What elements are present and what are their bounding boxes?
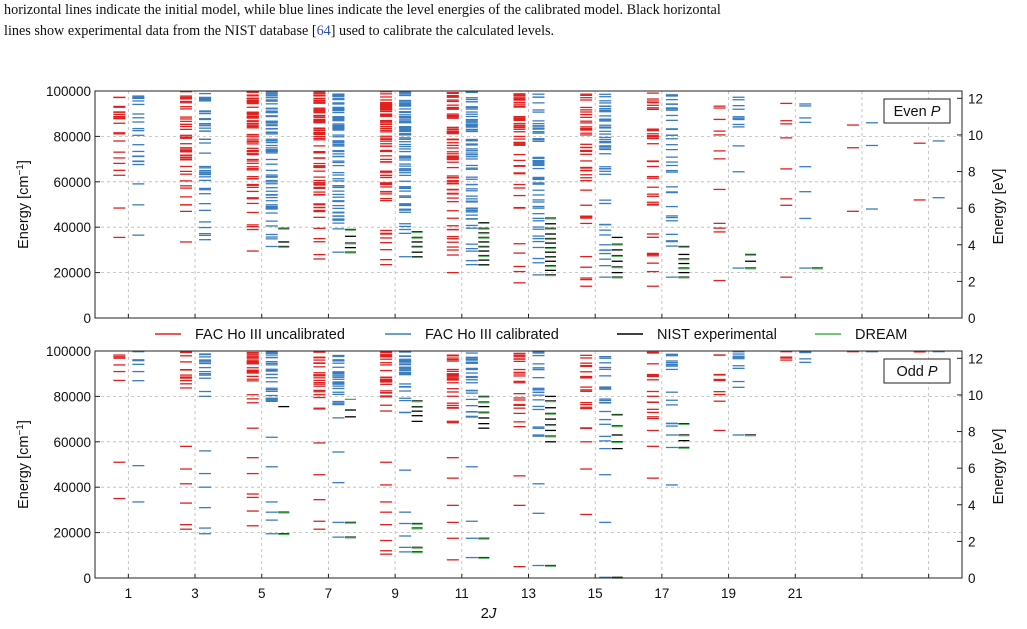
legend-item: FAC Ho III calibrated — [385, 327, 559, 343]
x-tick-label: 3 — [191, 586, 199, 601]
panel-label: Even P — [894, 104, 941, 120]
panel-label: Odd P — [896, 364, 937, 380]
caption-line-2: lines show experimental data from the NI… — [4, 21, 1023, 42]
caption-line-2-end: ] used to calibrate the calculated level… — [330, 23, 555, 39]
y2-tick-label: 0 — [968, 571, 976, 586]
grid — [95, 350, 962, 579]
y-tick-label: 0 — [83, 571, 91, 586]
legend-label: NIST experimental — [657, 327, 777, 343]
y2-tick-label: 4 — [968, 498, 976, 513]
even-parity-panel: 0 20000 40000 60000 80000 100000 0 2 4 6 8 10 12 Ener… — [15, 84, 1008, 326]
x-tick-label: 7 — [325, 586, 333, 601]
y-tick-label: 60000 — [53, 435, 91, 450]
x-tick-label: 11 — [455, 586, 469, 601]
y2-tick-label: 12 — [968, 91, 983, 106]
energy-levels — [113, 351, 945, 579]
y2-tick-label: 2 — [968, 534, 976, 549]
panel-label-box — [883, 98, 951, 124]
y-tick-label: 80000 — [53, 389, 91, 404]
y-tick-label: 20000 — [53, 526, 91, 541]
x-tick-label: 15 — [588, 586, 603, 601]
y2-tick-label: 12 — [968, 351, 983, 366]
y2-tick-label: 2 — [968, 274, 976, 289]
legend-item: DREAM — [815, 327, 907, 343]
y2-tick-label: 0 — [968, 311, 976, 326]
y-tick-label: 100000 — [46, 84, 91, 99]
x-tick-label: 1 — [125, 586, 133, 601]
caption-line-2-start: lines show experimental data from the NI… — [4, 23, 317, 39]
y-tick-label: 60000 — [53, 175, 91, 190]
legend-item: NIST experimental — [617, 327, 777, 343]
panel-label-box — [883, 358, 951, 384]
figure-caption: horizontal lines indicate the initial mo… — [4, 0, 1023, 42]
y-tick-label: 40000 — [53, 480, 91, 495]
legend: FAC Ho III uncalibrated FAC Ho III calibr… — [155, 327, 907, 343]
y2-tick-label: 10 — [968, 388, 983, 403]
y2-tick-label: 4 — [968, 238, 976, 253]
y2-tick-label: 10 — [968, 128, 983, 143]
y2-tick-label: 6 — [968, 461, 976, 476]
legend-label: DREAM — [855, 327, 907, 343]
x-tick-label: 13 — [521, 586, 536, 601]
y-tick-label: 40000 — [53, 220, 91, 235]
y2-axis-label: Energy [eV] — [991, 169, 1007, 245]
y2-axis-label: Energy [eV] — [991, 429, 1007, 505]
y-axis-label: Energy [cm−1] — [15, 160, 33, 249]
x-axis-label: 2J — [481, 605, 497, 622]
grid — [95, 90, 962, 319]
x-tick-label: 19 — [721, 586, 736, 601]
energy-levels — [113, 91, 945, 287]
odd-parity-panel: 0 20000 40000 60000 80000 100000 0 2 4 6 8 10 12 Ener… — [15, 344, 1008, 622]
caption-line-1: horizontal lines indicate the initial mo… — [4, 2, 721, 18]
legend-label: FAC Ho III calibrated — [425, 327, 559, 343]
legend-label: FAC Ho III uncalibrated — [195, 327, 345, 343]
x-tick-label: 9 — [391, 586, 399, 601]
y-tick-label: 100000 — [46, 344, 91, 359]
x-tick-label: 17 — [654, 586, 669, 601]
y2-tick-label: 6 — [968, 201, 976, 216]
y2-tick-label: 8 — [968, 165, 976, 180]
y-tick-label: 0 — [83, 311, 91, 326]
x-tick-label: 5 — [258, 586, 266, 601]
x-tick-label: 21 — [788, 586, 803, 601]
y-axis-label: Energy [cm−1] — [15, 420, 33, 509]
y-tick-label: 20000 — [53, 266, 91, 281]
y-tick-label: 80000 — [53, 129, 91, 144]
y2-tick-label: 8 — [968, 425, 976, 440]
legend-item: FAC Ho III uncalibrated — [155, 327, 345, 343]
citation-link[interactable]: 64 — [316, 23, 331, 39]
